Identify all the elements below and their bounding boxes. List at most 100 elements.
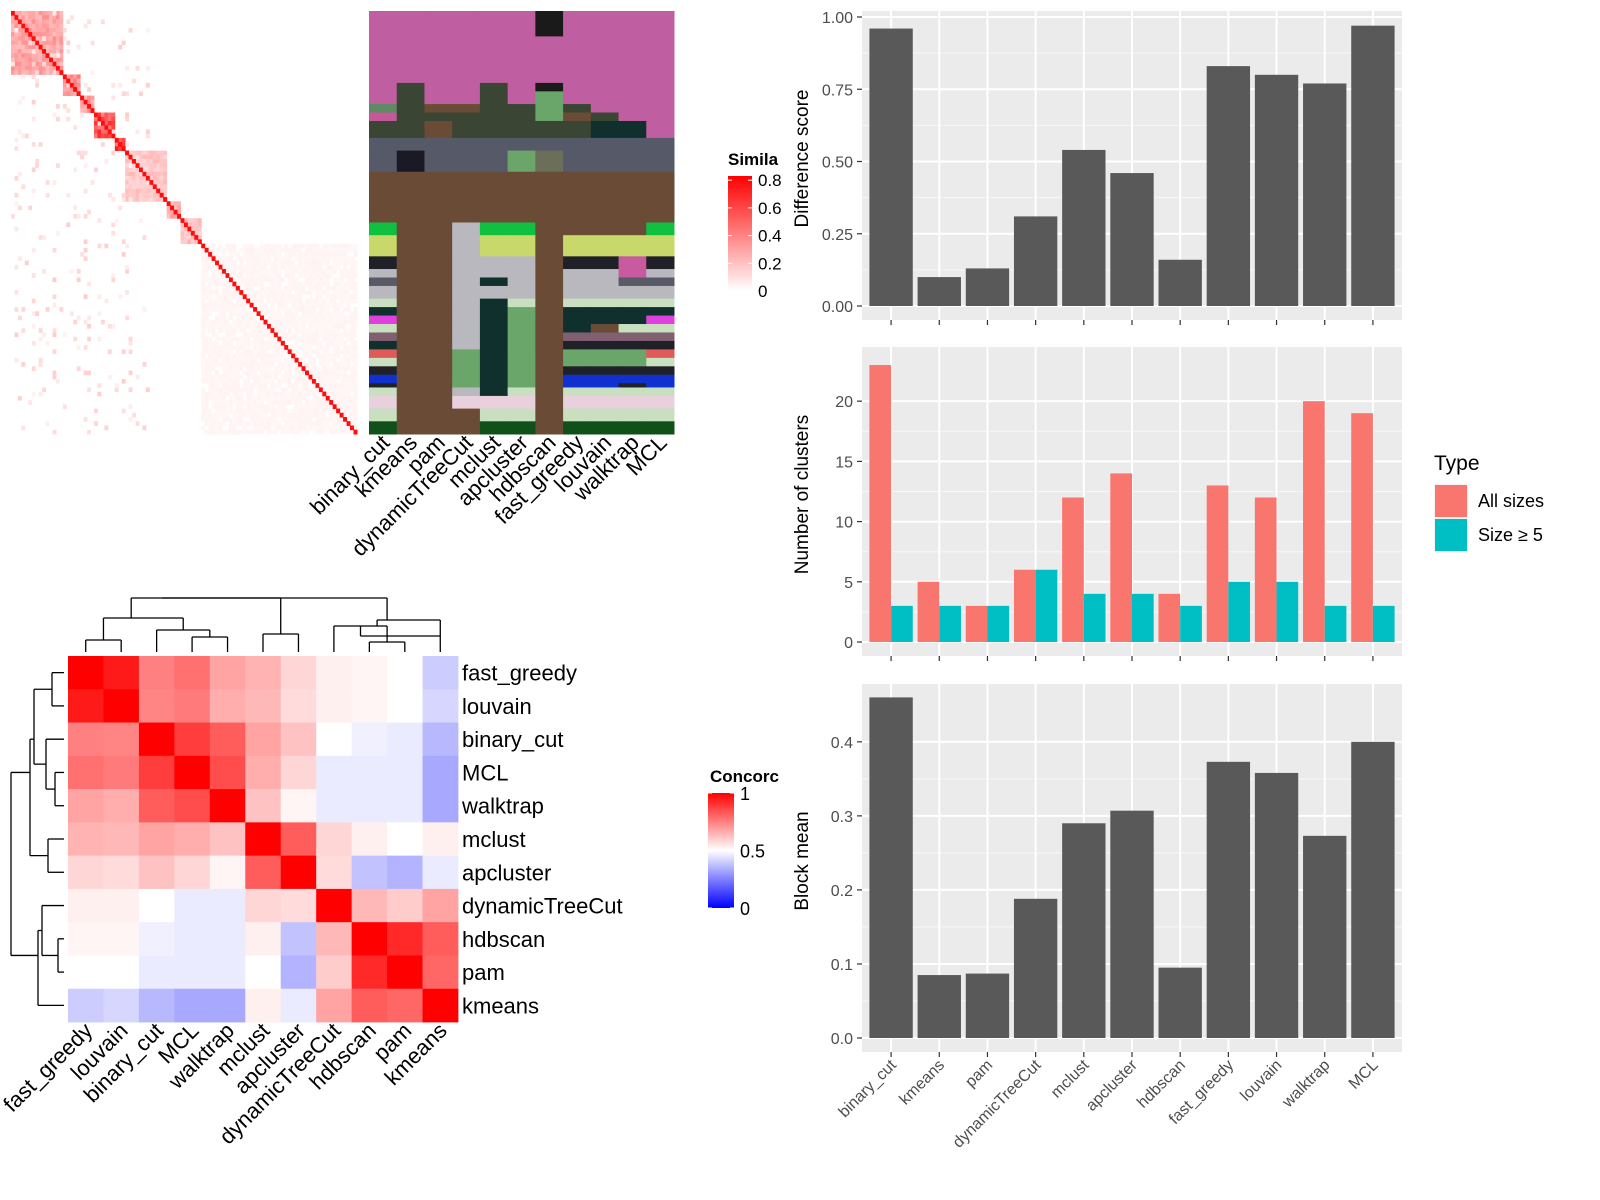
similarity-cell	[298, 366, 303, 371]
assignment-cell	[507, 349, 536, 359]
similarity-cell	[135, 150, 140, 156]
similarity-cell	[83, 294, 88, 300]
concordance-cell	[174, 822, 211, 857]
similarity-cell	[339, 256, 344, 261]
similarity-cell	[31, 61, 36, 67]
similarity-cell	[152, 159, 157, 164]
similarity-cell	[156, 180, 161, 185]
similarity-cell	[38, 57, 43, 63]
similarity-cell	[208, 366, 213, 371]
similarity-cell	[256, 429, 261, 435]
similarity-cell	[149, 192, 154, 198]
assignment-cell	[479, 82, 509, 92]
similarity-cell	[14, 332, 19, 338]
similarity-cell	[325, 269, 330, 274]
similarity-cell	[343, 290, 348, 295]
assignment-cell	[424, 357, 453, 367]
similarity-cell	[346, 374, 351, 380]
similarity-cell	[267, 273, 271, 278]
similarity-cell	[322, 383, 327, 388]
similarity-cell	[277, 400, 282, 405]
assignment-cell	[618, 137, 647, 152]
similarity-cell	[208, 302, 213, 308]
similarity-cell	[21, 27, 26, 33]
similarity-cell	[222, 421, 226, 426]
similarity-cell	[24, 260, 29, 266]
similarity-cell	[62, 36, 67, 42]
similarity-cell	[28, 44, 33, 50]
similarity-cell	[208, 379, 213, 384]
similarity-cell	[215, 421, 219, 426]
similarity-cell	[325, 260, 330, 266]
similarity-cell	[350, 383, 354, 388]
assignment-cell	[507, 82, 536, 92]
similarity-cell	[239, 260, 244, 266]
similarity-diagonal-cell	[152, 184, 157, 190]
similarity-cell	[208, 391, 213, 397]
similarity-cell	[315, 400, 320, 405]
similarity-cell	[156, 184, 161, 190]
similarity-cell	[55, 49, 60, 54]
similarity-cell	[284, 408, 289, 414]
concordance-cell	[387, 822, 423, 857]
similarity-cell	[249, 353, 254, 359]
similarity-cell	[308, 345, 313, 350]
assignment-cell	[590, 408, 620, 422]
similarity-cell	[228, 332, 233, 338]
similarity-cell	[260, 328, 264, 333]
similarity-cell	[315, 408, 320, 414]
similarity-cell	[291, 311, 296, 316]
similarity-cell	[52, 70, 57, 75]
similarity-cell	[28, 19, 33, 25]
similarity-cell	[222, 285, 226, 291]
concordance-cell	[209, 855, 246, 890]
similarity-cell	[104, 129, 109, 135]
similarity-cell	[287, 307, 292, 312]
similarity-cell	[35, 163, 40, 168]
similarity-cell	[249, 328, 254, 333]
similarity-cell	[142, 362, 147, 367]
similarity-cell	[249, 370, 254, 376]
similarity-cell	[21, 32, 26, 37]
similarity-cell	[45, 192, 50, 198]
similarity-cell	[235, 417, 240, 422]
similarity-cell	[308, 357, 313, 363]
similarity-cell	[111, 273, 116, 278]
assignment-cell	[590, 269, 620, 278]
similarity-cell	[287, 379, 292, 384]
similarity-cell	[94, 421, 98, 426]
similarity-cell	[66, 116, 71, 122]
similarity-cell	[69, 269, 74, 274]
similarity-cell	[208, 298, 213, 304]
similarity-cell	[308, 307, 313, 312]
similarity-cell	[291, 349, 296, 355]
concordance-cell	[103, 822, 140, 857]
similarity-cell	[139, 159, 143, 164]
similarity-legend-tick-label: 0.2	[758, 254, 782, 273]
similarity-cell	[28, 23, 33, 29]
similarity-cell	[287, 357, 292, 363]
assignment-cell	[452, 340, 481, 350]
assignment-cell	[479, 277, 509, 287]
similarity-diagonal-cell	[235, 285, 240, 291]
similarity-cell	[260, 247, 264, 253]
similarity-cell	[291, 332, 296, 338]
concordance-cell	[245, 755, 282, 790]
similarity-cell	[215, 374, 219, 380]
similarity-cell	[24, 15, 29, 20]
similarity-cell	[249, 277, 254, 283]
similarity-cell	[346, 247, 351, 253]
similarity-cell	[284, 298, 289, 304]
similarity-cell	[201, 328, 206, 333]
similarity-cell	[350, 336, 354, 342]
similarity-diagonal-cell	[228, 277, 233, 283]
similarity-cell	[322, 269, 327, 274]
similarity-cell	[305, 366, 309, 371]
similarity-cell	[246, 395, 251, 401]
similarity-cell	[24, 70, 29, 75]
similarity-cell	[267, 243, 271, 249]
similarity-cell	[242, 311, 247, 316]
similarity-cell	[284, 324, 289, 329]
similarity-cell	[256, 294, 261, 300]
similarity-cell	[204, 307, 209, 312]
